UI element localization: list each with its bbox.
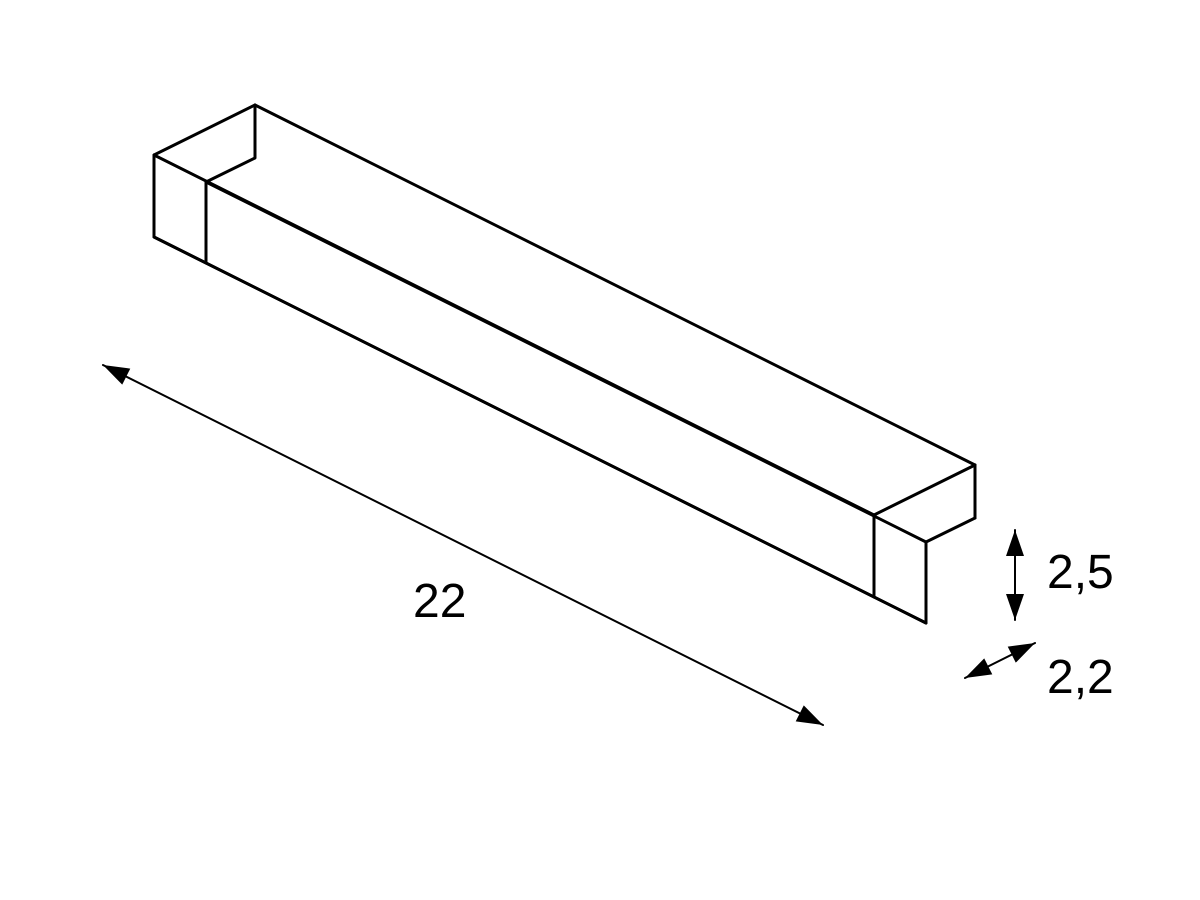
dimension-depth-label: 2,2 [1047, 650, 1114, 705]
technical-drawing-svg [0, 0, 1200, 900]
diagram-stage: 22 2,5 2,2 [0, 0, 1200, 900]
dimension-height-label: 2,5 [1047, 545, 1114, 600]
dimension-length-label: 22 [413, 574, 466, 629]
